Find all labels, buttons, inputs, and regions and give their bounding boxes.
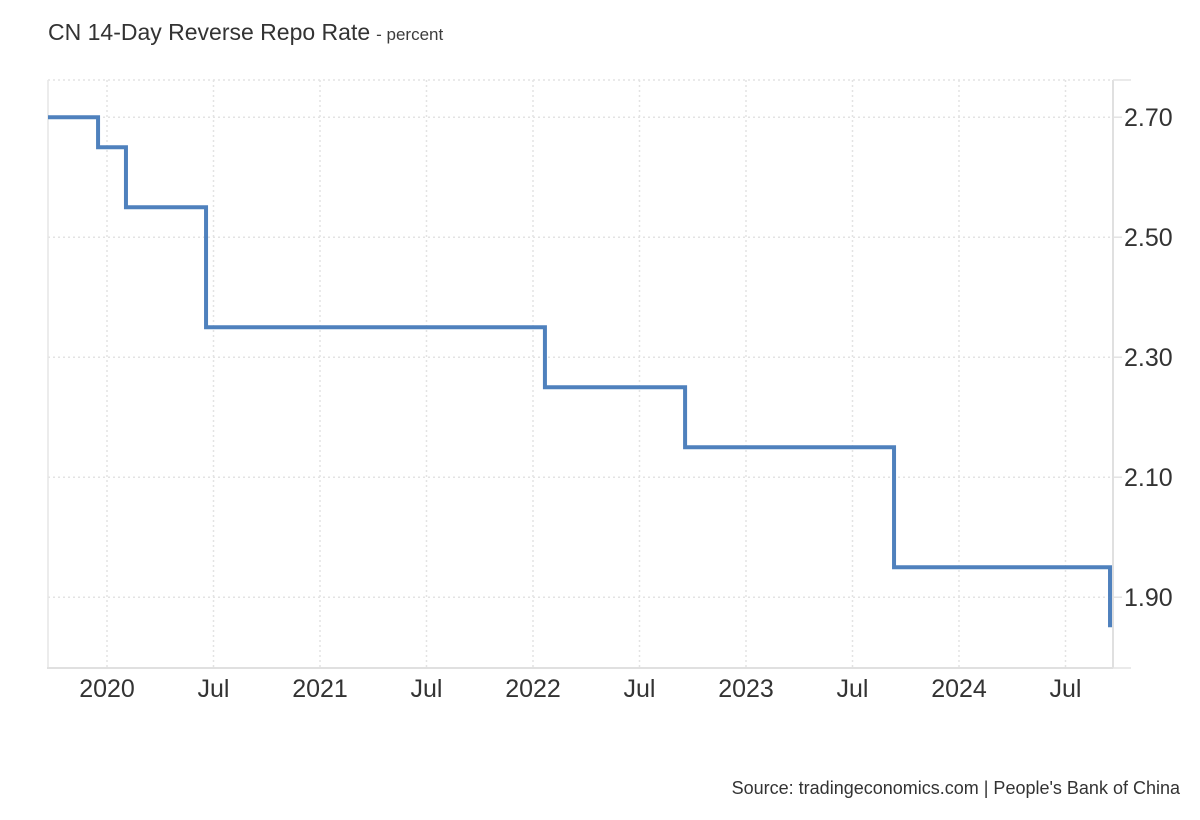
x-tick-label: 2022 <box>505 675 561 703</box>
series-line <box>48 115 1113 628</box>
y-tick-label: 2.70 <box>1124 104 1173 132</box>
chart-header: CN 14-Day Reverse Repo Rate - percent <box>48 19 443 46</box>
x-tick-label: Jul <box>411 675 443 703</box>
x-tick-label: Jul <box>1050 675 1082 703</box>
y-tick-label: 2.30 <box>1124 344 1173 372</box>
x-tick-label: 2024 <box>931 675 987 703</box>
page-subtitle: - percent <box>376 25 444 44</box>
y-tick-label: 1.90 <box>1124 584 1173 612</box>
source-attribution: Source: tradingeconomics.com | People's … <box>731 778 1180 798</box>
x-tick-label: 2023 <box>718 675 774 703</box>
x-tick-label: Jul <box>624 675 656 703</box>
y-tick-label: 2.10 <box>1124 464 1173 492</box>
y-tick-label: 2.50 <box>1124 224 1173 252</box>
x-tick-label: Jul <box>837 675 869 703</box>
x-tick-label: 2021 <box>292 675 348 703</box>
x-tick-label: Jul <box>198 675 230 703</box>
x-tick-label: 2020 <box>79 675 135 703</box>
page-title: CN 14-Day Reverse Repo Rate <box>48 19 371 45</box>
